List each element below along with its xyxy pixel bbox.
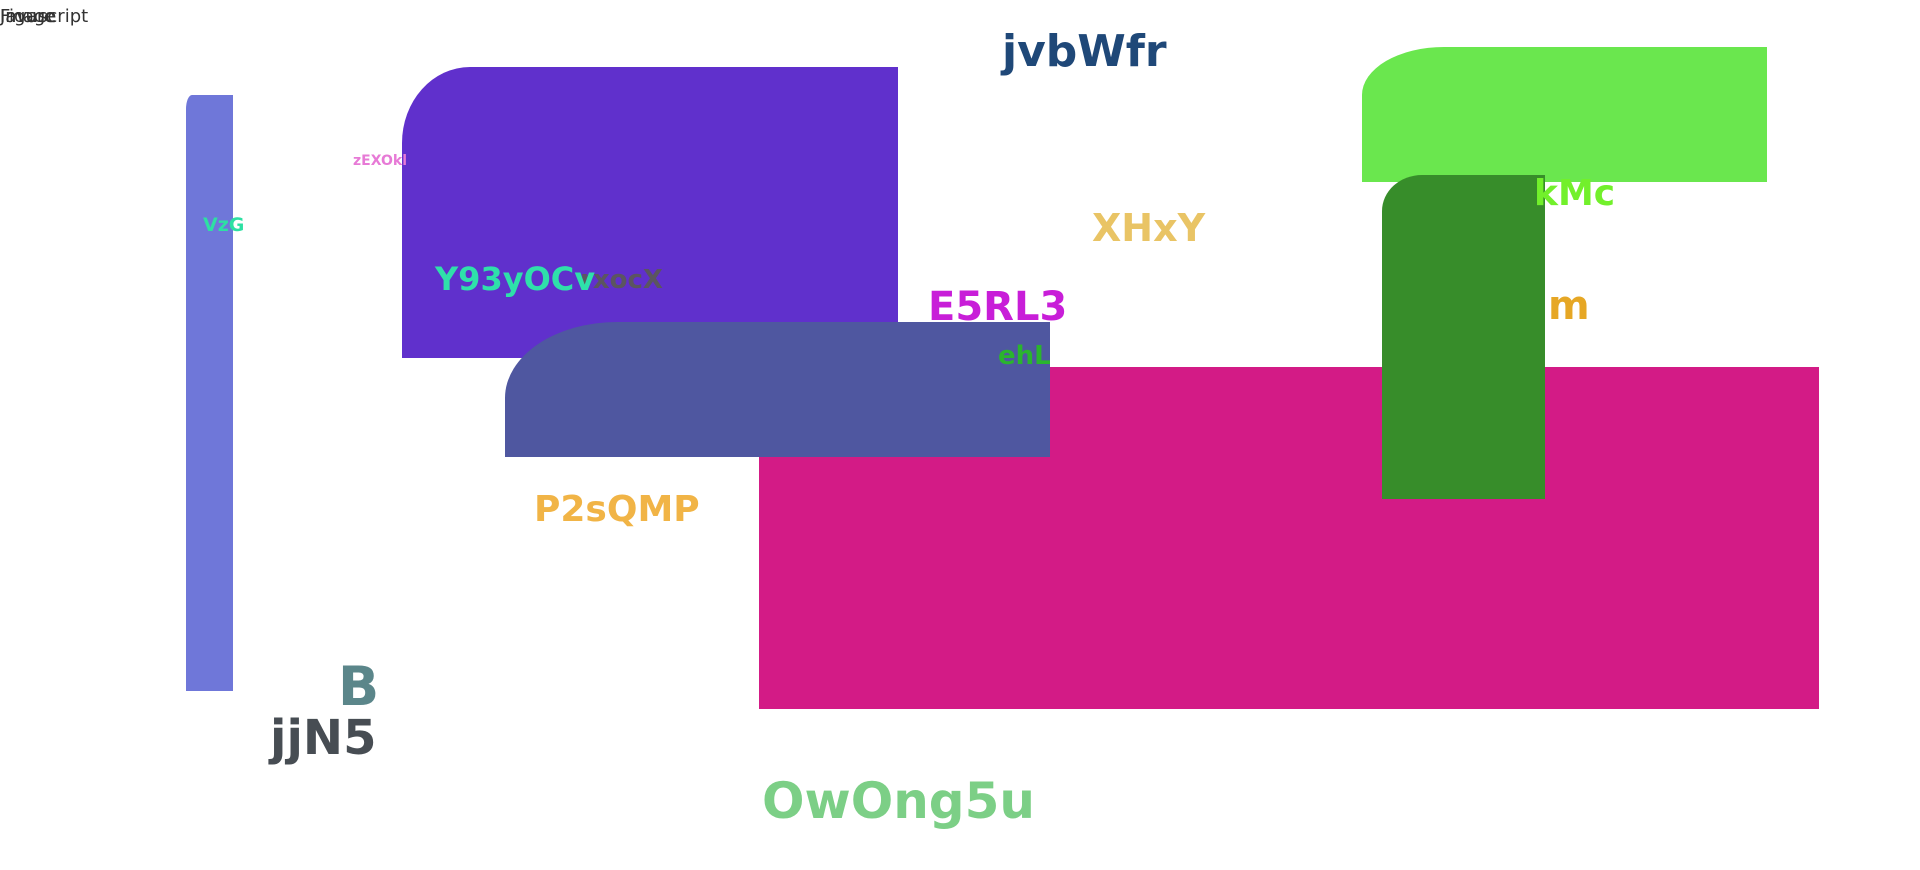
purple-block bbox=[402, 67, 898, 358]
label-y93yocv: Y93yOCv bbox=[435, 260, 596, 298]
label-m: m bbox=[1548, 283, 1590, 329]
label-xhxy: XHxY bbox=[1092, 206, 1206, 250]
green-block bbox=[1382, 175, 1545, 499]
label-jvbwfr: jvbWfr bbox=[1002, 26, 1167, 77]
lime-block bbox=[1362, 47, 1767, 182]
corner-text-javascript: Javascript bbox=[0, 6, 89, 27]
label-p2sqmp: P2sQMP bbox=[534, 489, 700, 530]
label-e5rl3: E5RL3 bbox=[928, 284, 1068, 330]
corner-text-figure: Figure bbox=[0, 6, 55, 27]
label-jjn5: jjN5 bbox=[270, 710, 377, 766]
label-rxocx: rxocX bbox=[580, 265, 663, 295]
label-ehl: ehL bbox=[998, 341, 1051, 371]
corner-text-image: Image bbox=[0, 6, 57, 27]
label-vzg: VzG bbox=[203, 214, 245, 236]
lavender-bar bbox=[186, 95, 233, 691]
label-owong5u: OwOng5u bbox=[762, 772, 1035, 830]
label-b: B bbox=[338, 655, 380, 718]
label-kmc: kMc bbox=[1534, 173, 1616, 214]
label-zexokl: zEXOkl bbox=[353, 153, 408, 169]
slate-block bbox=[505, 322, 1050, 457]
